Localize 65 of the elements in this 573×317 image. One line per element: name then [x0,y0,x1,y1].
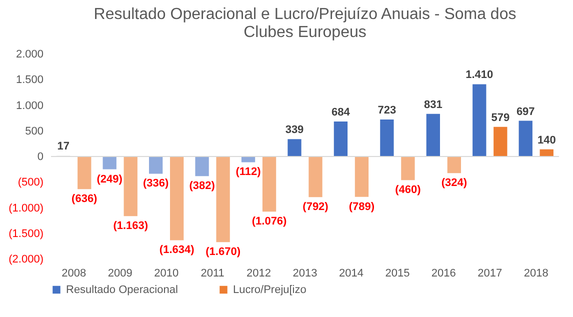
bar [426,114,440,156]
data-label: (1.634) [159,244,195,256]
chart-title: Resultado Operacional e Lucro/Prejuízo Anuais - Soma dos Clubes Europeus [94,6,516,41]
bar [170,156,184,240]
data-label: 723 [378,104,396,116]
y-tick-label: 1.000 [16,100,44,112]
x-tick-label: 2014 [338,268,364,280]
data-label: (792) [302,201,329,214]
bar [124,156,138,216]
data-label: 697 [516,106,535,118]
bar [447,156,462,174]
bar [288,139,302,156]
data-label: (324) [441,177,468,190]
bar [308,156,322,198]
y-tick-label: (1.500) [8,228,44,240]
bar [518,120,532,156]
x-tick-label: 2015 [385,268,410,280]
y-tick-label: (1.000) [8,202,44,214]
y-tick-label: 1.500 [16,74,44,86]
bar [540,149,554,156]
y-tick-label: (2.000) [8,254,44,266]
bar [195,156,209,176]
bar [78,156,92,190]
bar [148,156,163,174]
data-label: (1.670) [206,246,241,258]
x-tick-label: 2017 [478,268,502,280]
y-tick-label: (500) [18,176,44,189]
x-tick-label: 2012 [246,268,272,280]
data-label: (249) [96,173,123,186]
data-label: (460) [395,184,422,196]
y-tick-label: 500 [25,125,44,138]
bar [216,156,230,242]
bar [334,121,348,156]
x-tick-label: 2008 [62,268,86,280]
data-label: (1.163) [113,220,148,232]
x-tick-label: 2010 [154,268,179,280]
data-label: 1.410 [466,69,494,82]
data-label: (1.076) [252,216,288,228]
data-label: 831 [424,98,442,111]
bar [354,156,369,197]
data-label: 339 [285,124,304,136]
bar [401,156,415,180]
bar [494,126,508,156]
data-label: (382) [189,180,216,192]
x-tick-label: 2018 [524,268,548,280]
x-tick-label: 2011 [200,268,224,280]
data-label: 140 [537,134,556,146]
bar [380,119,394,156]
bar [102,156,116,170]
x-tick-label: 2013 [292,268,318,280]
bar [262,156,276,212]
data-label: (789) [348,200,375,213]
data-label: (112) [236,166,262,178]
data-label: 579 [491,112,510,124]
x-tick-label: 2009 [108,268,132,280]
bar [472,84,486,156]
data-label: 684 [332,106,351,118]
y-tick-label: 2.000 [16,48,44,60]
y-tick-label: 0 [37,151,44,163]
x-tick-label: 2016 [431,268,456,280]
data-label: 17 [57,140,70,153]
data-label: (336) [142,178,169,190]
legend-label: Lucro/Preju[izo [233,284,306,296]
data-label: (636) [72,193,98,206]
legend-label: Resultado Operacional [66,284,178,296]
